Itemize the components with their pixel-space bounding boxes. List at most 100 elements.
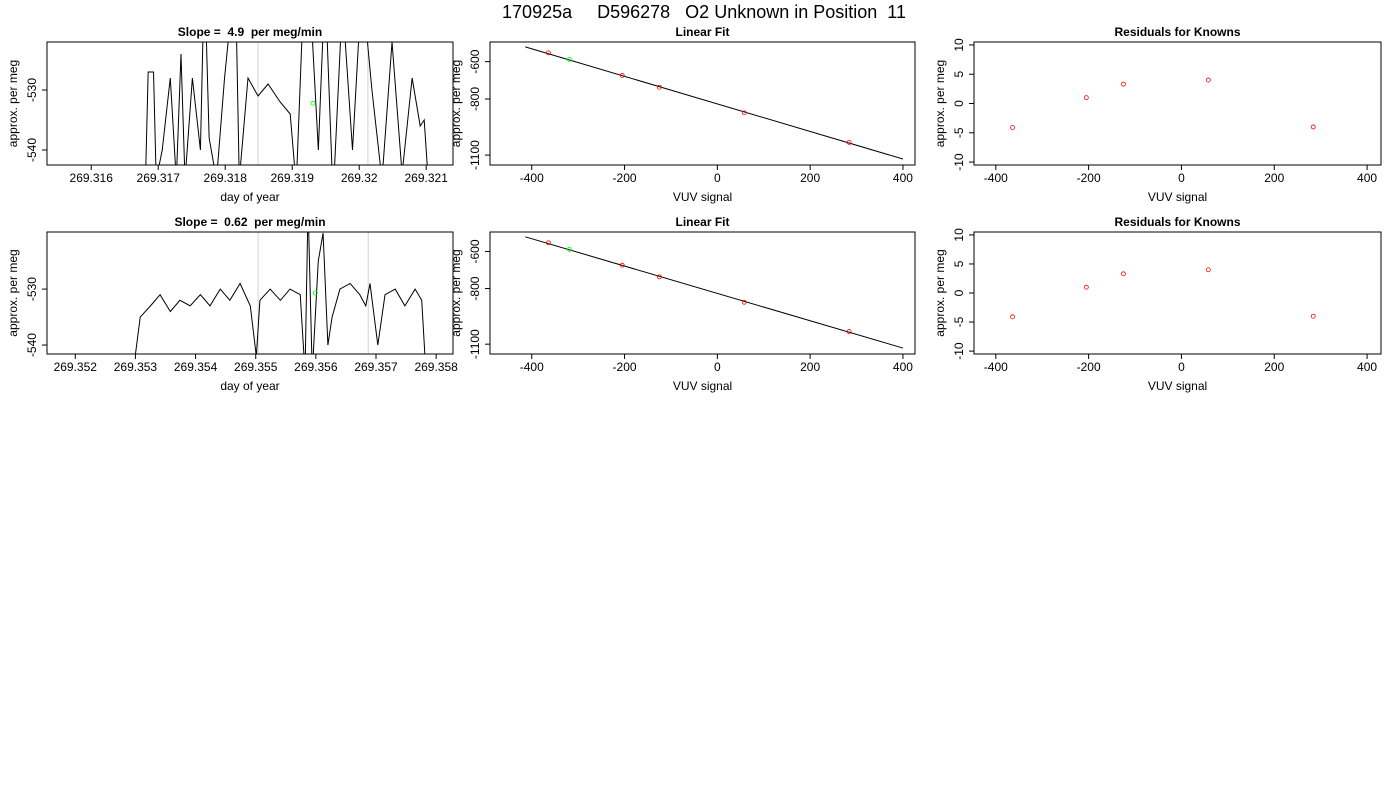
x-tick-label: 200 <box>800 171 820 185</box>
x-axis-label: VUV signal <box>673 190 732 204</box>
x-axis-label: VUV signal <box>1148 190 1207 204</box>
y-axis-label: approx. per meg <box>449 249 463 336</box>
data-point <box>741 110 747 116</box>
x-tick-label: 200 <box>1264 171 1284 185</box>
data-point <box>846 139 852 145</box>
plot-frame <box>973 41 1382 166</box>
x-tick-label: 400 <box>1357 360 1377 374</box>
x-tick-label: 269.321 <box>405 171 449 185</box>
x-tick-label: 269.358 <box>414 360 458 374</box>
data-point <box>1310 124 1316 130</box>
data-line <box>525 236 904 349</box>
y-tick-label: -800 <box>468 87 482 111</box>
data-point <box>1121 271 1126 277</box>
y-tick-label: -5 <box>952 127 966 138</box>
y-tick-label: -10 <box>952 342 966 360</box>
panel <box>145 42 428 165</box>
y-tick-label: -540 <box>25 138 39 162</box>
x-tick-label: 269.353 <box>114 360 158 374</box>
plot-frame <box>46 231 454 355</box>
panel-title: Linear Fit <box>675 215 729 229</box>
data-line <box>525 46 904 160</box>
y-tick-label: -530 <box>25 277 39 301</box>
plot-frame <box>489 41 916 166</box>
data-point <box>1205 267 1211 273</box>
plot-frame <box>489 231 916 355</box>
x-axis-label: VUV signal <box>1148 379 1207 393</box>
y-axis-label: approx. per meg <box>933 249 947 336</box>
y-tick-label: -530 <box>25 78 39 102</box>
data-point <box>1121 81 1126 87</box>
data-line <box>134 232 426 354</box>
data-point <box>1083 95 1089 101</box>
x-tick-label: 269.357 <box>354 360 398 374</box>
y-tick-label: 5 <box>952 71 966 78</box>
y-tick-label: -600 <box>468 49 482 73</box>
x-tick-label: 269.352 <box>54 360 98 374</box>
x-tick-label: 269.355 <box>234 360 278 374</box>
x-axis-label: VUV signal <box>673 379 732 393</box>
data-point <box>741 299 747 305</box>
data-point <box>619 73 625 78</box>
panel-title: Slope = 4.9 per meg/min <box>178 25 322 39</box>
y-tick-label: 0 <box>952 289 966 296</box>
x-axis-label: day of year <box>220 190 279 204</box>
main-title: 170925a D596278 O2 Unknown in Position 1… <box>502 2 906 22</box>
data-point <box>656 274 662 280</box>
y-tick-label: 10 <box>952 228 966 242</box>
x-tick-label: 400 <box>893 360 913 374</box>
panel <box>1010 77 1316 130</box>
data-point <box>310 100 316 106</box>
data-point <box>1010 314 1015 320</box>
y-tick-label: -600 <box>468 239 482 263</box>
plot-frame <box>46 41 454 166</box>
x-tick-label: -200 <box>1077 360 1101 374</box>
data-point <box>656 84 662 90</box>
data-point <box>1205 77 1211 83</box>
y-axis-label: approx. per meg <box>6 249 20 336</box>
x-tick-label: -400 <box>984 171 1008 185</box>
x-tick-label: 200 <box>1264 360 1284 374</box>
x-tick-label: -200 <box>613 360 637 374</box>
x-tick-label: 0 <box>1178 360 1185 374</box>
x-tick-label: 269.318 <box>204 171 248 185</box>
panel-title: Linear Fit <box>675 25 729 39</box>
x-tick-label: 0 <box>714 171 721 185</box>
plot-frame <box>973 231 1382 355</box>
y-tick-label: -10 <box>952 153 966 171</box>
panel <box>525 46 904 160</box>
data-point <box>546 240 551 246</box>
data-point <box>619 262 625 268</box>
data-point <box>312 290 318 296</box>
data-point <box>546 50 551 56</box>
x-tick-label: -400 <box>520 171 544 185</box>
y-tick-label: 5 <box>952 260 966 267</box>
x-tick-label: 400 <box>893 171 913 185</box>
panel-title: Slope = 0.62 per meg/min <box>174 215 325 229</box>
data-point <box>566 247 572 252</box>
y-axis-label: approx. per meg <box>933 60 947 147</box>
panel <box>525 236 904 349</box>
y-tick-label: -1100 <box>468 329 482 359</box>
data-point <box>1083 284 1089 290</box>
y-tick-label: 10 <box>952 38 966 52</box>
data-line <box>145 42 428 165</box>
y-tick-label: -800 <box>468 276 482 300</box>
x-tick-label: 269.356 <box>294 360 338 374</box>
panel <box>134 232 426 354</box>
x-tick-label: 269.319 <box>271 171 315 185</box>
data-point <box>846 329 852 334</box>
data-point <box>566 57 572 62</box>
y-tick-label: -1100 <box>468 140 482 170</box>
x-tick-label: -400 <box>984 360 1008 374</box>
x-tick-label: 269.354 <box>174 360 218 374</box>
data-point <box>1310 313 1316 319</box>
x-tick-label: -200 <box>1077 171 1101 185</box>
x-tick-label: 0 <box>714 360 721 374</box>
x-tick-label: 400 <box>1357 171 1377 185</box>
x-tick-label: 269.317 <box>137 171 181 185</box>
x-tick-label: 200 <box>800 360 820 374</box>
y-axis-label: approx. per meg <box>449 60 463 147</box>
data-point <box>1010 125 1015 130</box>
